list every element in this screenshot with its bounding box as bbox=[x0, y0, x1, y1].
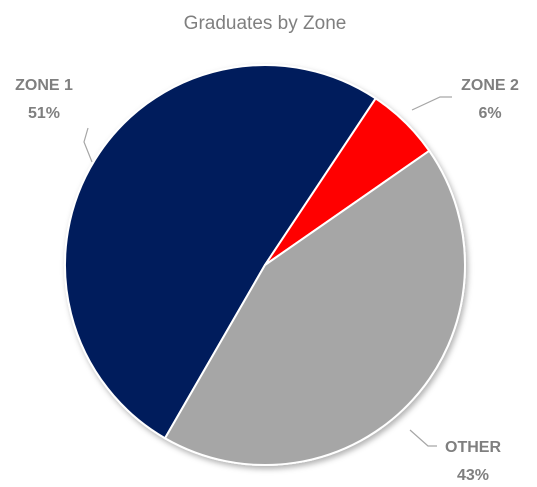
category-label: ZONE 1 bbox=[15, 77, 73, 94]
category-label: ZONE 2 bbox=[461, 77, 519, 94]
leader-line bbox=[83, 127, 93, 163]
value-label: 51% bbox=[28, 105, 60, 122]
value-label: 43% bbox=[457, 467, 489, 484]
value-label: 6% bbox=[478, 105, 501, 122]
leader-line bbox=[409, 429, 437, 447]
leader-line bbox=[411, 96, 452, 111]
pie-slice bbox=[163, 149, 466, 466]
pie-slice bbox=[63, 64, 378, 440]
category-label: OTHER bbox=[445, 439, 501, 456]
pie bbox=[63, 64, 466, 466]
chart-title: Graduates by Zone bbox=[184, 13, 347, 34]
leader-lines bbox=[83, 96, 452, 447]
